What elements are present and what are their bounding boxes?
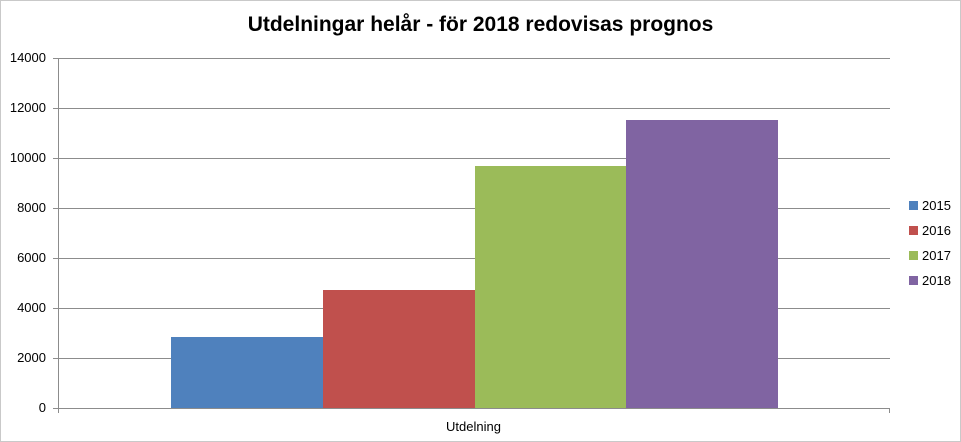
legend-entry-2016: 2016 [909, 218, 951, 243]
y-axis-tick-10000 [53, 158, 58, 159]
legend-swatch-icon [909, 201, 918, 210]
y-axis-tick-14000 [53, 58, 58, 59]
legend-label: 2015 [922, 198, 951, 213]
y-axis-label-4000: 4000 [17, 300, 46, 315]
legend-label: 2018 [922, 273, 951, 288]
legend-swatch-icon [909, 276, 918, 285]
y-axis-label-2000: 2000 [17, 350, 46, 365]
legend-swatch-icon [909, 251, 918, 260]
legend-entry-2017: 2017 [909, 243, 951, 268]
y-axis-label-0: 0 [38, 400, 46, 415]
chart-title: Utdelningar helår - för 2018 redovisas p… [247, 13, 714, 36]
y-axis-label-8000: 8000 [17, 200, 46, 215]
gridline-12000 [59, 108, 890, 109]
y-axis-tick-6000 [53, 258, 58, 259]
bar-2016 [322, 290, 475, 408]
y-axis-tick-12000 [53, 108, 58, 109]
bar-2015 [171, 337, 323, 408]
y-axis-tick-2000 [53, 358, 58, 359]
legend-swatch-icon [909, 226, 918, 235]
legend-entry-2018: 2018 [909, 268, 951, 293]
legend-label: 2017 [922, 248, 951, 263]
y-axis-label-6000: 6000 [17, 250, 46, 265]
plot-area: 0 2000 4000 6000 8000 10000 12000 14000 [10, 50, 890, 415]
x-axis-title: Utdelning [446, 419, 501, 434]
legend-label: 2016 [922, 223, 951, 238]
legend: 2015 2016 2017 2018 [909, 193, 951, 293]
y-axis-tick-8000 [53, 208, 58, 209]
y-axis-label-14000: 14000 [9, 50, 46, 65]
y-axis-tick-0 [53, 408, 58, 409]
bar-2017 [474, 166, 627, 408]
gridline-14000 [59, 58, 890, 59]
gridline-10000 [59, 158, 890, 159]
y-axis-label-10000: 10000 [9, 150, 46, 165]
legend-entry-2015: 2015 [909, 193, 951, 218]
x-axis-end-tick [889, 408, 890, 413]
x-axis-end-tick [58, 408, 59, 413]
y-axis-label-12000: 12000 [9, 100, 46, 115]
bar-2018 [626, 120, 778, 408]
y-axis-tick-4000 [53, 308, 58, 309]
